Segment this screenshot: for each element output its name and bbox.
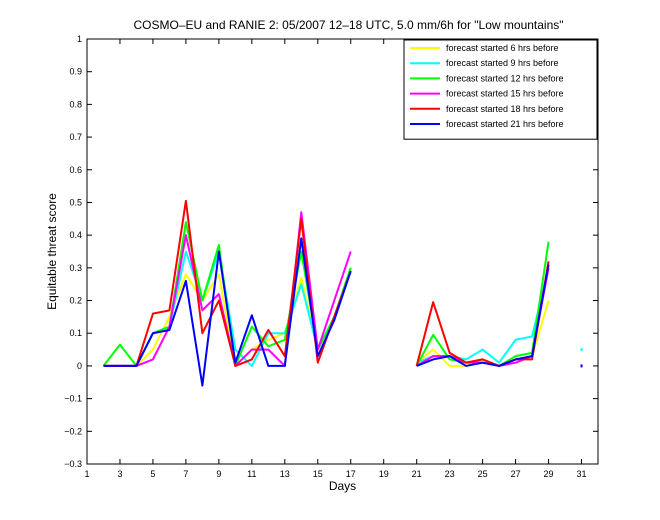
y-tick-label: 0.9 xyxy=(69,67,82,77)
x-tick-label: 29 xyxy=(544,469,554,479)
ticks-layer: 1 3 5 7 9 11 13 15 17 19 21 23 25 27 29 31−0.3−0.2−0.10… xyxy=(64,34,598,479)
chart-title: COSMO–EU and RANIE 2: 05/2007 12–18 UTC,… xyxy=(133,18,563,32)
x-tick-label: 1 xyxy=(84,469,89,479)
legend-label: forecast started 21 hrs before xyxy=(446,119,564,129)
series-segment xyxy=(416,264,550,367)
x-tick-label: 11 xyxy=(247,469,256,479)
series-segment xyxy=(415,261,550,367)
y-tick-label: 0.1 xyxy=(69,328,82,338)
y-tick-label: 0.3 xyxy=(69,263,82,273)
y-tick-label: −0.1 xyxy=(64,394,82,404)
x-tick-label: 7 xyxy=(183,469,188,479)
y-tick-label: 1 xyxy=(77,34,82,44)
series-segment xyxy=(103,237,352,387)
legend-label: forecast started 18 hrs before xyxy=(446,104,564,114)
legend-label: forecast started 15 hrs before xyxy=(446,89,564,99)
x-tick-label: 25 xyxy=(478,469,488,479)
y-tick-label: 0.2 xyxy=(69,296,82,306)
x-tick-label: 23 xyxy=(445,469,455,479)
legend: forecast started 6 hrs before forecast st… xyxy=(403,39,598,140)
x-tick-label: 13 xyxy=(280,469,290,479)
x-tick-label: 3 xyxy=(117,469,122,479)
x-axis-label: Days xyxy=(329,479,356,493)
x-tick-label: 27 xyxy=(511,469,521,479)
x-tick-label: 15 xyxy=(313,469,323,479)
y-tick-label: 0.6 xyxy=(69,165,82,175)
y-axis-label: Equitable threat score xyxy=(45,193,59,310)
y-tick-label: 0.5 xyxy=(69,197,82,207)
x-tick-label: 19 xyxy=(379,469,389,479)
x-tick-label: 9 xyxy=(216,469,221,479)
legend-box xyxy=(403,39,598,140)
series-line xyxy=(103,237,583,387)
y-tick-label: 0 xyxy=(77,361,82,371)
x-tick-label: 21 xyxy=(412,469,422,479)
y-tick-label: 0.7 xyxy=(69,132,82,142)
series-layer xyxy=(102,199,583,387)
x-tick-label: 31 xyxy=(577,469,587,479)
y-tick-label: 0.8 xyxy=(69,99,82,109)
legend-label: forecast started 12 hrs before xyxy=(446,73,564,83)
y-tick-label: −0.3 xyxy=(64,459,82,469)
y-tick-label: 0.4 xyxy=(69,230,82,240)
legend-label: forecast started 9 hrs before xyxy=(446,58,559,68)
y-tick-label: −0.2 xyxy=(64,426,82,436)
x-tick-label: 5 xyxy=(150,469,155,479)
legend-label: forecast started 6 hrs before xyxy=(446,43,559,53)
x-tick-label: 17 xyxy=(346,469,356,479)
